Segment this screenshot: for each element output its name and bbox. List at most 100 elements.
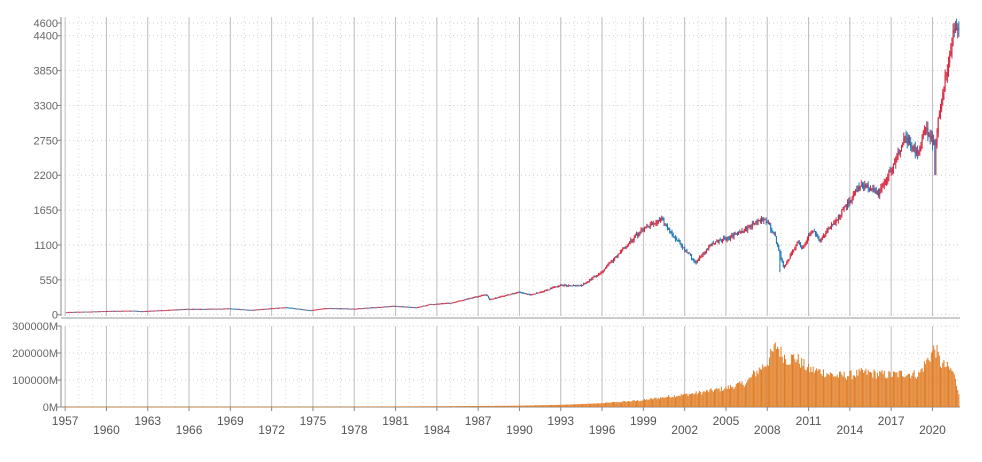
candle-body [200,308,202,310]
candle-body [66,312,68,314]
volume-bar [671,396,673,407]
volume-bar [419,406,421,407]
volume-bar [186,406,188,408]
candle-body [707,249,709,251]
volume-bar [273,406,275,408]
candle-body [303,309,305,311]
volume-bar [313,406,315,408]
candle-body [577,285,579,287]
volume-bar [303,406,305,408]
volume-bar [267,406,269,408]
candle-body [879,189,881,196]
volume-bar [826,373,828,407]
volume-bar [247,406,249,408]
volume-bar [509,405,511,407]
volume-bar [323,406,325,408]
candle-body [415,307,417,309]
candle-body [362,308,364,310]
volume-bar [190,406,192,408]
candle-body [787,259,789,262]
volume-bar [451,406,453,407]
volume-bar [218,406,220,408]
candle-body [198,308,200,310]
candle-body [555,286,557,288]
volume-bar [442,406,444,407]
candle-body [523,293,525,295]
price-tick-label: 3300 [34,100,58,112]
volume-bar [725,386,727,407]
candle-body [195,308,197,310]
volume-bar [764,366,766,407]
volume-bar [691,393,693,407]
volume-bar [629,401,631,407]
candle-body [265,308,267,310]
candle-body [936,133,938,143]
volume-bar [856,369,858,407]
candle-body [107,310,109,312]
volume-bar [547,405,549,407]
volume-bar [736,382,738,407]
volume-bar [233,406,235,408]
candle-body [629,241,631,244]
volume-bar [166,406,168,408]
x-tick-label: 1963 [134,414,161,428]
candle-body [652,223,654,225]
candle-body [840,215,842,217]
candle-body [369,307,371,309]
volume-bar [572,404,574,407]
candle-body [764,218,766,220]
candle-body [131,310,133,312]
candle-body [593,276,595,278]
candle-body [657,219,659,223]
candle-body [780,252,782,259]
candle-body [82,311,84,313]
candle-body [898,150,900,154]
volume-bar [678,395,680,407]
volume-bar [775,349,777,407]
candle-body [335,308,337,310]
volume-bar [185,406,187,408]
candle-body [887,176,889,182]
volume-bar [822,369,824,407]
candle-body [602,271,604,273]
volume-bar [330,406,332,408]
volume-bar [327,406,329,408]
volume-bar [315,406,317,408]
volume-bar [157,406,159,408]
volume-bar [642,400,644,407]
candle-body [388,306,390,308]
candle-body [874,188,876,190]
candle-body [952,30,954,38]
candle-body [244,309,246,311]
volume-bar [434,406,436,407]
volume-bar [321,406,323,408]
candle-body [497,297,499,299]
candle-body [818,236,820,241]
candle-body [656,222,658,224]
volume-bar [935,357,937,407]
volume-bar [474,406,476,407]
candle-body [406,306,408,308]
volume-bar [467,406,469,407]
volume-bar [411,406,413,407]
volume-bar [625,402,627,407]
candle-body [494,297,496,299]
volume-bar [395,406,397,408]
volume-bar [718,388,720,407]
volume-bar [139,406,141,408]
volume-bar [502,405,504,407]
volume-bar [578,404,580,407]
volume-bar [797,354,799,407]
volume-bar [414,406,416,407]
volume-bar [559,404,561,407]
volume-bar [179,406,181,408]
volume-bar [204,406,206,408]
candle-body [477,296,479,298]
volume-bar [286,406,288,408]
candle-body [141,311,143,313]
candle-body [349,308,351,310]
candle-body [461,300,463,302]
candle-body [726,236,728,240]
candle-body [692,258,694,260]
volume-bar [105,406,107,408]
